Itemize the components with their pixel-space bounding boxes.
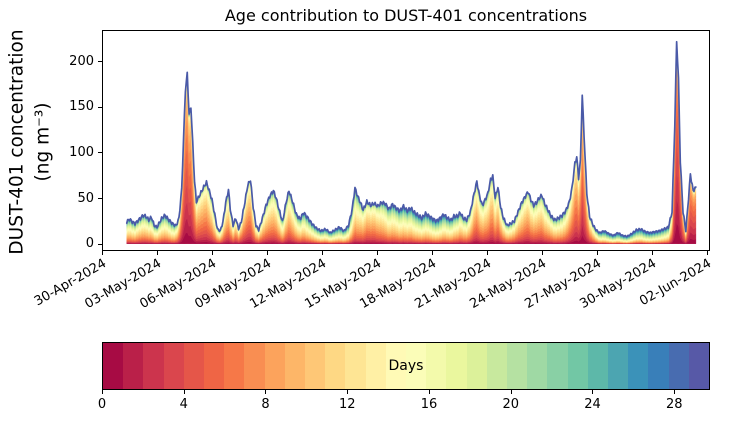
- colorbar-tick-label: 20: [502, 397, 520, 412]
- colorbar-segment: [608, 343, 629, 389]
- colorbar-segment: [587, 343, 609, 389]
- colorbar-tick-label: 24: [584, 397, 601, 412]
- x-tick: [321, 251, 323, 255]
- stacked-area-canvas: [102, 30, 710, 251]
- y-tick: [98, 152, 102, 154]
- y-tick: [98, 198, 102, 200]
- y-tick-label: 200: [69, 53, 94, 69]
- colorbar-label: Days: [388, 358, 424, 374]
- colorbar-segment: [426, 343, 447, 389]
- colorbar-segment: [183, 343, 205, 389]
- colorbar-segment: [446, 343, 467, 389]
- colorbar-segment: [163, 343, 184, 389]
- x-tick: [266, 251, 268, 255]
- x-tick: [486, 251, 488, 255]
- colorbar-segment: [305, 343, 326, 389]
- colorbar-segment: [123, 343, 144, 389]
- x-tick: [541, 251, 543, 255]
- colorbar-tick-label: 16: [420, 397, 438, 412]
- colorbar-segment: [264, 343, 285, 389]
- x-tick: [431, 251, 433, 255]
- x-tick: [211, 251, 213, 255]
- y-tick-label: 0: [85, 236, 94, 252]
- colorbar-tick: [347, 390, 349, 394]
- y-tick: [98, 106, 102, 108]
- colorbar-tick: [265, 390, 267, 394]
- colorbar-segment: [143, 343, 164, 389]
- colorbar-segment: [325, 343, 346, 389]
- colorbar-segment: [103, 343, 124, 389]
- colorbar-tick-label: 28: [665, 397, 683, 412]
- colorbar-segment: [527, 343, 548, 389]
- colorbar-segment: [466, 343, 487, 389]
- colorbar-segment: [244, 343, 265, 389]
- colorbar: Days: [102, 342, 710, 390]
- colorbar-tick-label: 8: [261, 397, 270, 412]
- colorbar-segment: [365, 343, 386, 389]
- x-tick: [102, 251, 103, 255]
- colorbar-segment: [507, 343, 528, 389]
- x-tick: [596, 251, 598, 255]
- colorbar-tick-label: 12: [338, 397, 356, 412]
- colorbar-segment: [385, 343, 407, 389]
- plot-area: [102, 30, 710, 251]
- colorbar-tick: [674, 390, 676, 394]
- x-tick: [651, 251, 653, 255]
- colorbar-segment: [345, 343, 366, 389]
- colorbar-tick: [183, 390, 185, 394]
- y-tick-label: 150: [69, 99, 94, 115]
- chart-title: Age contribution to DUST-401 concentrati…: [224, 6, 588, 25]
- colorbar-segment: [668, 343, 689, 389]
- x-tick: [706, 251, 708, 255]
- colorbar-segment: [547, 343, 568, 389]
- colorbar-tick-label: 4: [179, 397, 188, 412]
- y-tick: [98, 243, 102, 245]
- x-tick: [376, 251, 378, 255]
- colorbar-segment: [567, 343, 588, 389]
- y-axis-label-units: (ng m⁻³): [32, 102, 54, 182]
- y-axis-label: DUST-401 concentration: [6, 29, 28, 255]
- y-tick-label: 50: [77, 190, 94, 206]
- colorbar-segment: [284, 343, 306, 389]
- colorbar-segment: [204, 343, 225, 389]
- colorbar-tick-label: 0: [97, 397, 107, 412]
- colorbar-segment: [486, 343, 508, 389]
- colorbar-segment: [628, 343, 649, 389]
- colorbar-segment: [406, 343, 427, 389]
- x-tick: [156, 251, 158, 255]
- colorbar-tick: [428, 390, 430, 394]
- y-tick: [98, 61, 102, 63]
- colorbar-tick: [592, 390, 594, 394]
- colorbar-tick: [510, 390, 512, 394]
- colorbar-tick: [102, 390, 103, 394]
- y-tick-label: 100: [69, 144, 94, 160]
- colorbar-segment: [648, 343, 669, 389]
- colorbar-segment: [688, 343, 710, 389]
- colorbar-segment: [224, 343, 245, 389]
